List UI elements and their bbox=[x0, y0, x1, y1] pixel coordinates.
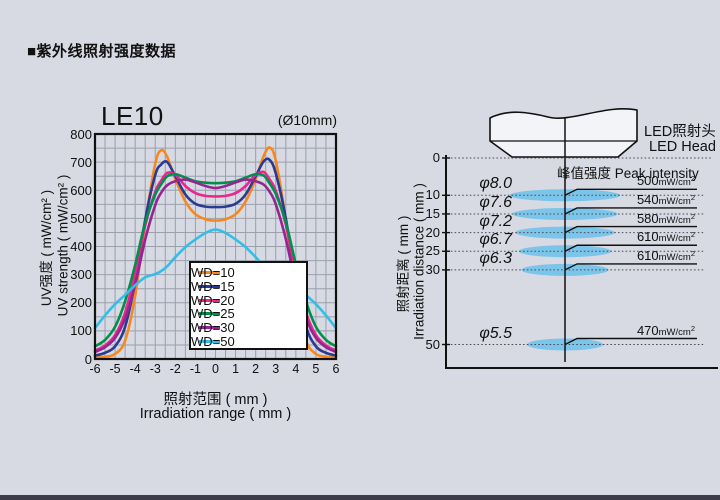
uv-strength-axis-label-cjk: UV强度 ( mW/cm² ) bbox=[39, 189, 54, 307]
footer-bar bbox=[0, 495, 720, 500]
callout-line-50mm bbox=[564, 337, 697, 346]
page-title: ■紫外线照射强度数据 bbox=[27, 43, 177, 60]
distance-tick-label: 20 bbox=[425, 224, 440, 240]
y-tick-label: 700 bbox=[70, 154, 92, 170]
legend-swatch bbox=[199, 298, 220, 302]
y-tick-label: 100 bbox=[70, 323, 92, 339]
legend-label: WD=15 bbox=[191, 279, 235, 295]
legend-swatch bbox=[199, 339, 220, 343]
x-tick-label: 3 bbox=[272, 362, 280, 376]
distance-tick-label: 0 bbox=[432, 150, 440, 165]
peak-intensity-value: 540mW/cm2 bbox=[636, 191, 695, 207]
x-tick-label: 0 bbox=[212, 362, 219, 376]
distance-tick-label: 10 bbox=[425, 187, 440, 203]
plot-border bbox=[93, 132, 338, 361]
x-tick-label: -5 bbox=[109, 362, 121, 376]
y-tick-label: 0 bbox=[84, 351, 92, 367]
x-tick-label: -2 bbox=[169, 362, 181, 376]
distance-tick-label: 25 bbox=[425, 243, 440, 259]
beam-diameter-label: φ8.0 bbox=[479, 175, 512, 193]
x-tick-label: -4 bbox=[129, 362, 141, 376]
x-tick-label: 5 bbox=[312, 362, 320, 376]
led-head-label-cjk: LED照射头 bbox=[644, 124, 716, 140]
legend-label: WD=50 bbox=[191, 333, 235, 349]
x-tick-label: -3 bbox=[149, 362, 161, 376]
peak-intensity-value: 470mW/cm2 bbox=[636, 322, 695, 338]
callout-line-10mm bbox=[564, 188, 697, 196]
peak-intensity-value: 610mW/cm2 bbox=[636, 229, 695, 245]
y-tick-label: 600 bbox=[70, 182, 92, 198]
beam-diameter-label: φ7.2 bbox=[479, 212, 512, 230]
peak-intensity-value: 610mW/cm2 bbox=[636, 247, 695, 263]
callout-line-15mm bbox=[564, 207, 697, 215]
y-tick-label: 500 bbox=[70, 210, 92, 226]
curve-WD=25 bbox=[93, 172, 338, 348]
x-tick-label: 2 bbox=[252, 362, 260, 376]
beam-diameter-label: φ5.5 bbox=[479, 324, 512, 342]
peak-intensity-value: 500mW/cm2 bbox=[636, 173, 695, 189]
irradiation-range-axis-label-cjk: 照射范围 ( mm ) bbox=[163, 392, 268, 408]
distance-tick-label: 15 bbox=[425, 205, 440, 221]
beam-diameter-label: φ7.6 bbox=[479, 193, 512, 211]
y-tick-label: 400 bbox=[70, 239, 92, 254]
legend: WD=10 WD=15 WD=20 WD=25 WD=30 WD=50 bbox=[189, 261, 308, 350]
y-tick-label: 800 bbox=[70, 126, 92, 142]
legend-label: WD=20 bbox=[191, 292, 235, 308]
legend-item: WD=25 bbox=[191, 307, 306, 321]
legend-swatch bbox=[199, 312, 220, 316]
callout-line-25mm bbox=[564, 244, 697, 252]
x-tick-label: 6 bbox=[332, 362, 340, 376]
peak-intensity-heading: 峰值强度 Peak intensity bbox=[557, 166, 699, 181]
y-tick-label: 200 bbox=[70, 295, 92, 311]
peak-intensity-value: 580mW/cm2 bbox=[636, 210, 695, 226]
legend-item: WD=15 bbox=[191, 280, 306, 294]
chart-title: LE10 bbox=[101, 101, 164, 131]
legend-label: WD=30 bbox=[191, 320, 235, 336]
led-head-shape bbox=[489, 108, 638, 158]
legend-item: WD=20 bbox=[191, 293, 306, 307]
irradiation-distance-axis-label-cjk: 照射距离 ( mm ) bbox=[396, 215, 411, 313]
distance-tick-label: 30 bbox=[425, 261, 440, 277]
legend-item: WD=30 bbox=[191, 321, 306, 335]
x-tick-label: -6 bbox=[89, 362, 101, 376]
x-tick-label: -1 bbox=[189, 362, 201, 376]
led-head-label-en: LED Head bbox=[649, 139, 716, 155]
legend-swatch bbox=[199, 285, 220, 289]
legend-label: WD=25 bbox=[191, 306, 235, 322]
chart-subtitle: (Ø10mm) bbox=[277, 112, 337, 128]
x-tick-label: 4 bbox=[292, 362, 300, 376]
x-tick-label: 1 bbox=[232, 362, 240, 376]
callout-line-30mm bbox=[564, 263, 697, 271]
callout-line-20mm bbox=[564, 225, 697, 234]
beam-diameter-label: φ6.7 bbox=[479, 231, 512, 249]
legend-item: WD=50 bbox=[191, 334, 306, 348]
distance-tick-label: 50 bbox=[425, 336, 440, 352]
legend-item: WD=10 bbox=[191, 266, 306, 280]
legend-label: WD=10 bbox=[191, 265, 235, 281]
beam-diameter-label: φ6.3 bbox=[479, 249, 512, 267]
legend-swatch bbox=[199, 326, 220, 330]
legend-swatch bbox=[199, 271, 220, 275]
y-tick-label: 300 bbox=[70, 267, 92, 283]
curve-WD=20 bbox=[93, 170, 338, 352]
irradiation-range-axis-label-en: Irradiation range ( mm ) bbox=[139, 406, 292, 422]
